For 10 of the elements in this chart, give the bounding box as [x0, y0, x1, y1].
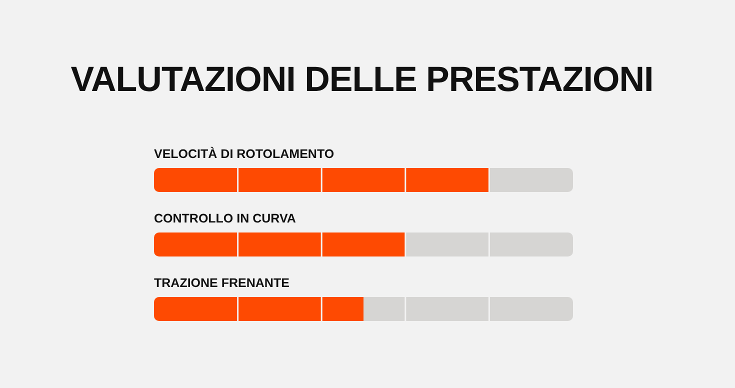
bar	[154, 168, 490, 192]
y-tick-label: TRAZIONE FRENANTE	[154, 276, 290, 290]
bar	[154, 297, 364, 321]
bar	[364, 297, 573, 321]
bar	[405, 232, 573, 256]
y-tick-label: CONTROLLO IN CURVA	[154, 212, 296, 226]
bar	[154, 232, 406, 256]
y-tick-label: VELOCITÀ DI ROTOLAMENTO	[154, 146, 334, 161]
bar	[489, 168, 573, 192]
chart-title: VALUTAZIONI DELLE PRESTAZIONI	[70, 60, 654, 99]
